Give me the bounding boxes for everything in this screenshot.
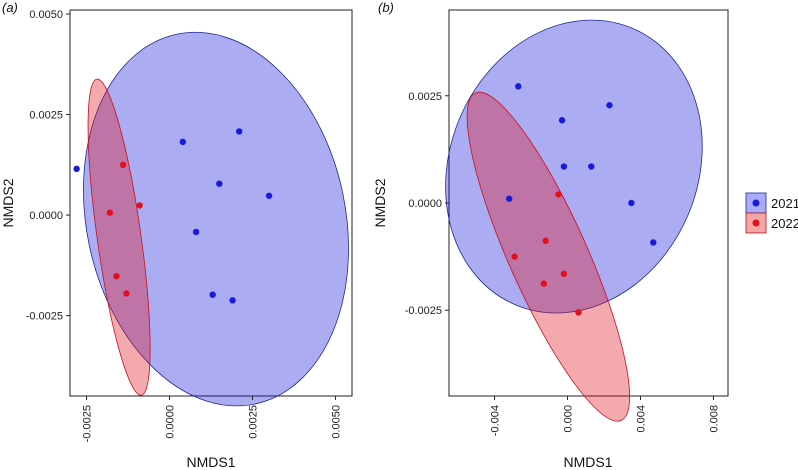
x-tick-label: 0.0000: [165, 405, 177, 439]
panel-a-xlabel: NMDS1: [186, 454, 235, 470]
point-2021-2: [606, 102, 613, 109]
y-tick-label: -0.0025: [26, 311, 63, 323]
panel-a-ylabel: NMDS2: [0, 178, 16, 227]
panel-b-ylabel: NMDS2: [372, 178, 388, 227]
ellipse-2022: [466, 91, 631, 422]
legend-dot-2021: [752, 199, 760, 207]
y-tick-label: 0.0000: [29, 210, 63, 222]
y-tick-label: 0.0025: [408, 91, 442, 103]
point-2021-3: [560, 163, 568, 170]
point-2022-3: [113, 272, 120, 280]
point-2021-6: [209, 291, 216, 298]
point-2021-3: [216, 180, 223, 187]
panel-a-frame: [69, 9, 353, 397]
panel-b-xlabel: NMDS1: [563, 454, 612, 470]
point-2022-1: [542, 237, 549, 244]
point-2021-4: [588, 163, 595, 170]
y-tick-label: -0.0025: [405, 305, 442, 317]
panel-b-label: (b): [378, 0, 394, 15]
ellipse-2022: [87, 78, 151, 396]
point-2021-6: [628, 199, 635, 207]
point-2022-3: [540, 280, 548, 287]
x-tick-label: 0.0025: [247, 405, 259, 439]
legend-label-2021: 2021: [771, 196, 798, 211]
panel-b: -0.004 0.000 0.004 0.008 -0.0025 0.0000 0.002…: [372, 0, 729, 470]
point-2021-1: [558, 117, 566, 124]
x-tick-label: -0.004: [490, 405, 502, 436]
point-2021-1: [179, 138, 186, 146]
ellipse-2021: [83, 31, 349, 407]
point-2021-5: [505, 195, 513, 202]
x-tick-label: 0.0050: [330, 405, 342, 439]
point-2021-0: [73, 165, 80, 173]
point-2021-4: [265, 192, 273, 199]
point-2021-7: [229, 297, 236, 304]
x-tick-label: 0.000: [563, 405, 575, 433]
point-2021-7: [650, 239, 657, 246]
panel-a-label: (a): [2, 0, 18, 15]
ellipse-2021: [445, 19, 703, 314]
x-tick-label: 0.004: [635, 405, 647, 433]
point-2021-2: [236, 128, 243, 135]
point-2022-1: [136, 202, 143, 209]
x-tick-label: 0.008: [708, 405, 720, 433]
legend-dot-2022: [752, 219, 760, 227]
point-2022-4: [560, 270, 568, 277]
point-2021-0: [515, 83, 522, 90]
point-2022-5: [575, 309, 582, 316]
panel-a: -0.0025 0.0000 0.0025 0.0050 -0.0025 0.0000 0…: [0, 0, 353, 470]
y-tick-label: 0.0025: [29, 110, 63, 122]
point-2022-0: [555, 191, 562, 198]
point-2022-0: [119, 161, 127, 169]
legend: 2021 2022: [745, 192, 798, 234]
point-2022-4: [123, 290, 130, 297]
legend-label-2022: 2022: [771, 216, 798, 231]
point-2021-5: [192, 228, 200, 236]
x-tick-label: -0.0025: [82, 405, 94, 442]
y-tick-label: 0.0000: [408, 198, 442, 210]
y-tick-label: 0.0050: [29, 9, 63, 21]
point-2022-2: [511, 253, 518, 260]
point-2022-2: [106, 209, 114, 216]
